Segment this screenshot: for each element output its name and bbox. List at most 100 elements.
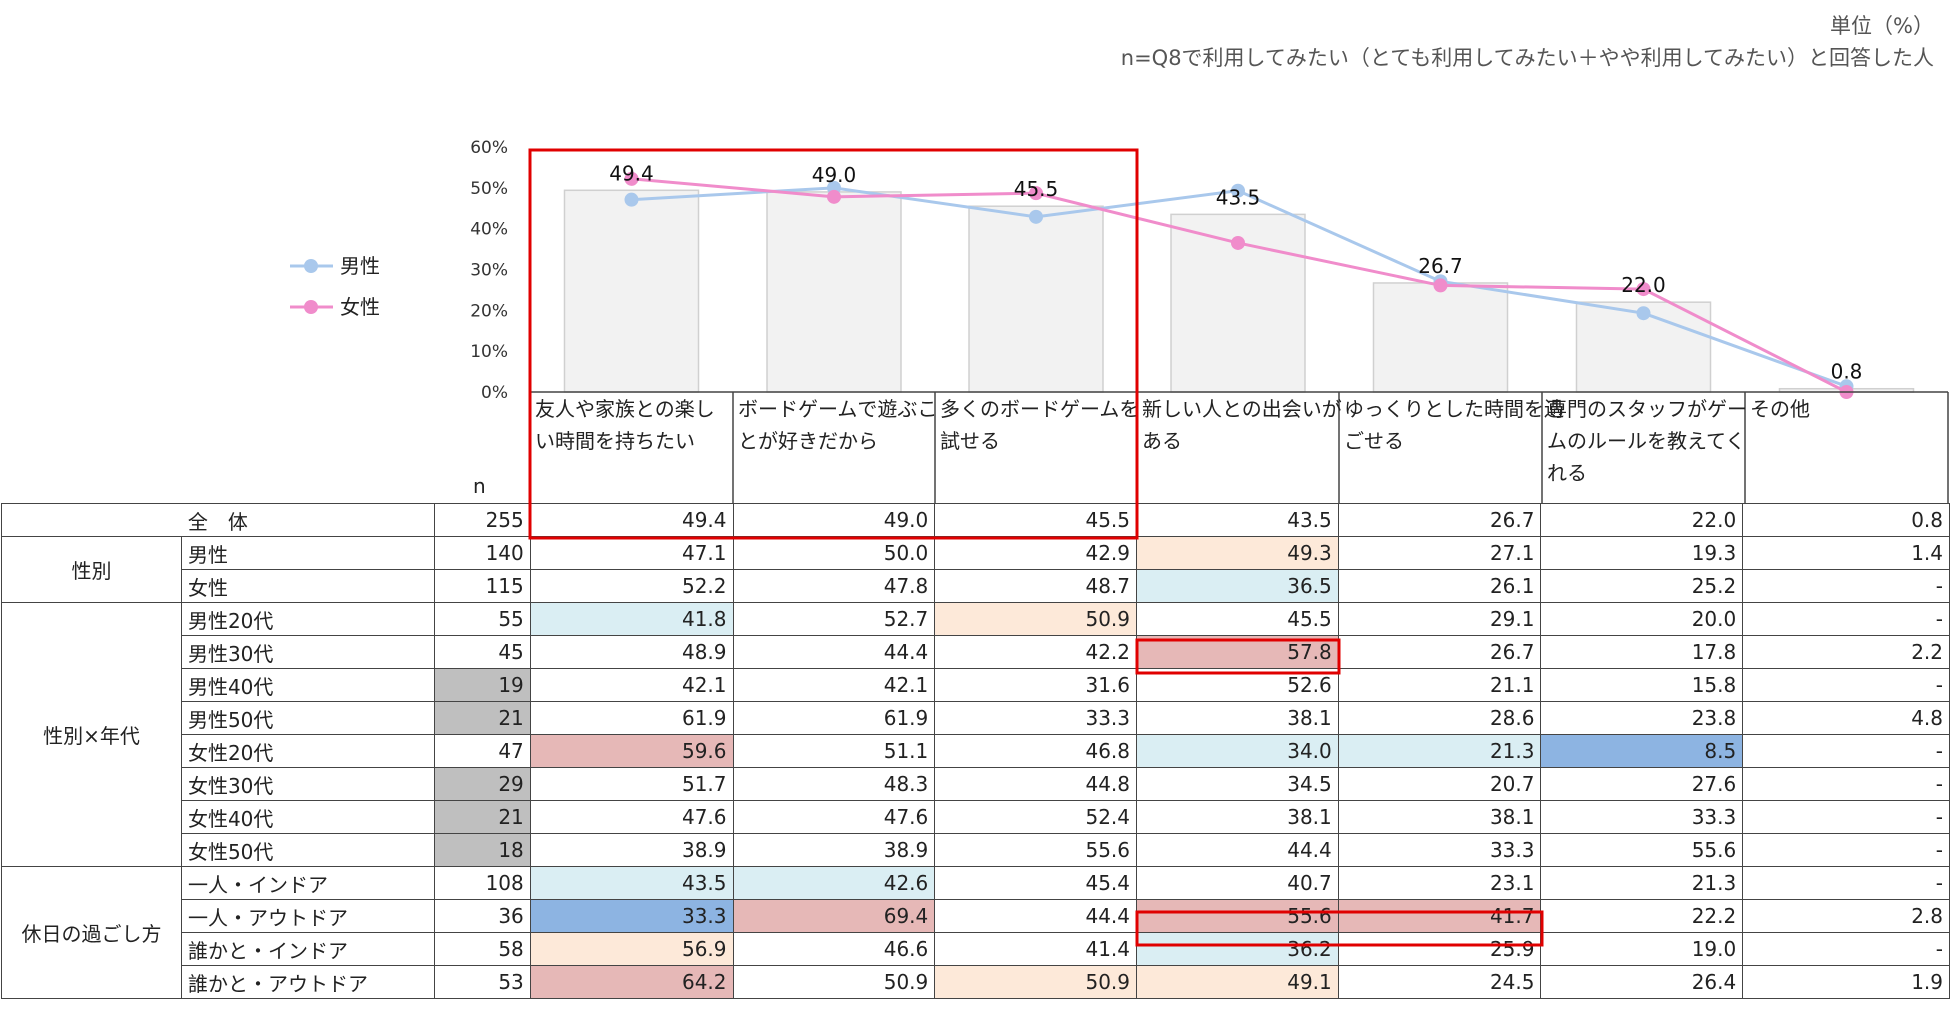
- row-label: 誰かと・アウトドア: [180, 965, 435, 999]
- value-cell: 26.7: [1337, 503, 1542, 537]
- value-cell: 42.2: [934, 635, 1137, 669]
- value-cell: 55.6: [934, 833, 1137, 867]
- value-cell: 19.0: [1540, 932, 1744, 966]
- n-cell: 45: [433, 635, 531, 669]
- value-cell: 44.4: [732, 635, 936, 669]
- bar: [563, 189, 700, 393]
- table-row: 性別×年代 男性20代 55 41.8 52.7 50.9 45.5 29.1 20.0-: [1, 602, 1950, 867]
- category-label: 新しい人との出会いが: [1142, 397, 1342, 421]
- value-cell: 52.6: [1136, 668, 1339, 702]
- value-cell: 44.4: [1136, 833, 1339, 867]
- value-cell: 26.4: [1540, 965, 1744, 999]
- series-point: [1231, 183, 1245, 198]
- value-cell: 26.7: [1337, 635, 1542, 669]
- table-row: 男性50代 21 61.9 61.9 33.3 38.1 28.6 23.8 4.8: [2, 701, 1950, 735]
- value-cell: 28.6: [1337, 701, 1542, 735]
- n-cell: 255: [433, 503, 531, 537]
- y-tick-label: 10%: [470, 342, 508, 362]
- value-cell: 20.0: [1540, 602, 1744, 636]
- value-cell: 48.3: [732, 767, 936, 801]
- bar-value-label: 49.4: [609, 161, 654, 185]
- value-cell: 43.5: [1136, 503, 1339, 537]
- n-cell: 19: [433, 668, 531, 702]
- category-label: ある: [1142, 429, 1182, 453]
- table-row: 女性20代 47 59.6 51.1 46.8 34.0 21.3 8.5-: [2, 734, 1950, 768]
- category-label: ゆっくりとした時間を過: [1344, 397, 1564, 421]
- value-cell: 51.1: [732, 734, 936, 768]
- n-cell: 29: [433, 767, 531, 801]
- value-cell: 48.7: [934, 569, 1137, 603]
- sample-definition-note: n=Q8で利用してみたい（とても利用してみたい＋やや利用してみたい）と回答した人: [1120, 46, 1934, 70]
- value-cell: 42.1: [732, 668, 936, 702]
- value-cell: 23.8: [1540, 701, 1744, 735]
- row-label: 全 体: [1, 503, 435, 537]
- n-cell: 55: [433, 602, 531, 636]
- n-cell: 36: [433, 899, 531, 933]
- y-tick-label: 20%: [470, 301, 508, 321]
- value-cell: 41.8: [529, 602, 734, 636]
- value-cell: 33.3: [1540, 800, 1744, 834]
- group-label: 性別×年代: [1, 602, 182, 867]
- value-cell: 49.3: [1136, 536, 1339, 570]
- bar-value-label: 43.5: [1216, 185, 1261, 209]
- value-cell: 61.9: [529, 701, 734, 735]
- row-label: 一人・インドア: [180, 866, 435, 900]
- value-cell: 51.7: [529, 767, 734, 801]
- n-cell: 53: [433, 965, 531, 999]
- group-label: 休日の過ごし方: [1, 866, 182, 999]
- value-cell: 50.9: [732, 965, 936, 999]
- bar-value-label: 45.5: [1014, 177, 1059, 201]
- value-cell: 26.1: [1337, 569, 1542, 603]
- row-label: 男性50代: [180, 701, 435, 735]
- value-cell: 50.9: [934, 965, 1137, 999]
- value-cell: -: [1742, 932, 1950, 966]
- table-row: 女性50代 18 38.9 38.9 55.6 44.4 33.3 55.6-: [2, 833, 1950, 867]
- value-cell: 42.1: [529, 668, 734, 702]
- value-cell: 47.8: [732, 569, 936, 603]
- row-label: 女性30代: [180, 767, 435, 801]
- value-cell: -: [1742, 866, 1950, 900]
- value-cell: 46.6: [732, 932, 936, 966]
- data-table: 全 体 255 49.4 49.0 45.5 43.5 26.7 22.0 0.8 性別 男性 140…: [1, 503, 1950, 999]
- row-label: 男性: [180, 536, 435, 570]
- table-row: 女性 115 52.2 47.8 48.7 36.5 26.1 25.2-: [2, 569, 1950, 603]
- series-point: [1029, 209, 1043, 224]
- category-label: とが好きだから: [738, 429, 878, 453]
- n-cell: 140: [433, 536, 531, 570]
- bar-value-label: 49.0: [812, 163, 857, 187]
- y-tick-label: 50%: [470, 179, 508, 199]
- bar-value-label: 22.0: [1621, 273, 1666, 297]
- value-cell: 42.6: [732, 866, 936, 900]
- table-row: 性別 男性 140 47.1 50.0 42.9 49.3 27.1 19.3 1.4: [1, 536, 1950, 603]
- value-cell: 57.8: [1136, 635, 1339, 669]
- value-cell: 50.9: [934, 602, 1137, 636]
- value-cell: 41.7: [1337, 899, 1542, 933]
- value-cell: 21.3: [1540, 866, 1744, 900]
- category-label: れる: [1547, 461, 1587, 485]
- table-row: 女性40代 21 47.6 47.6 52.4 38.1 38.1 33.3-: [2, 800, 1950, 834]
- y-tick-label: 0%: [481, 383, 508, 403]
- row-label: 女性40代: [180, 800, 435, 834]
- row-label: 誰かと・インドア: [180, 932, 435, 966]
- table-row: 男性30代 45 48.9 44.4 42.2 57.8 26.7 17.8 2.2: [2, 635, 1950, 669]
- value-cell: 69.4: [732, 899, 936, 933]
- group-label: 性別: [1, 536, 182, 603]
- category-label: 試せる: [940, 429, 1000, 453]
- value-cell: 38.1: [1136, 800, 1339, 834]
- category-label: ごせる: [1344, 429, 1404, 453]
- value-cell: 33.3: [529, 899, 734, 933]
- value-cell: 38.1: [1136, 701, 1339, 735]
- value-cell: 17.8: [1540, 635, 1744, 669]
- value-cell: 33.3: [1337, 833, 1542, 867]
- value-cell: 19.3: [1540, 536, 1744, 570]
- series-point: [1636, 306, 1651, 321]
- legend-marker: [304, 300, 318, 314]
- bar: [766, 191, 902, 393]
- value-cell: 52.2: [529, 569, 734, 603]
- row-label: 女性20代: [180, 734, 435, 768]
- table-row: 誰かと・インドア 58 56.9 46.6 41.4 36.2 25.9 19.0-: [2, 932, 1950, 966]
- series-point: [1231, 235, 1245, 250]
- value-cell: 49.1: [1136, 965, 1339, 999]
- value-cell: 15.8: [1540, 668, 1744, 702]
- value-cell: 23.1: [1337, 866, 1542, 900]
